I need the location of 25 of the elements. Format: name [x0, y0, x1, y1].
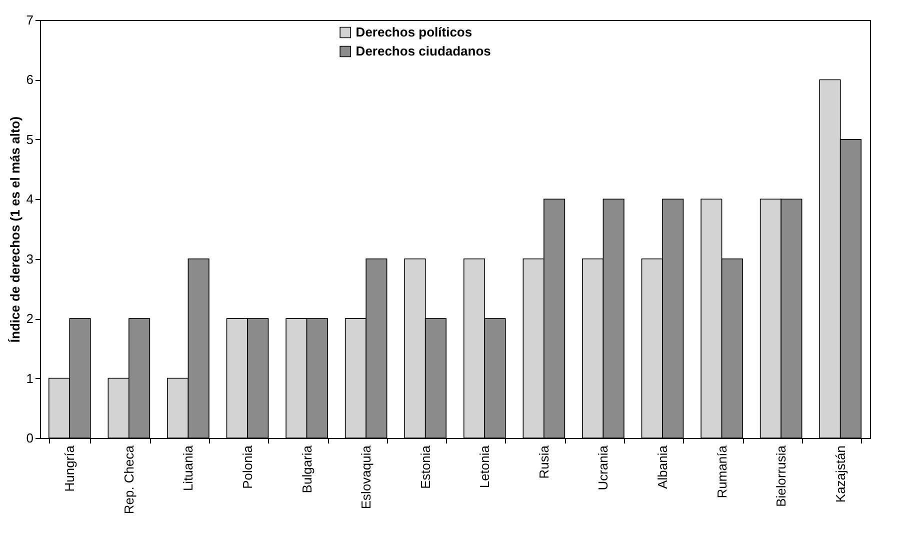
y-tick-label: 4 — [26, 192, 34, 207]
x-tick-label: Rusia — [536, 444, 552, 479]
legend-label: Derechos ciudadanos — [356, 44, 491, 58]
x-tick-label: Letonia — [477, 444, 492, 488]
x-tick-label: Rep. Checa — [121, 444, 136, 514]
y-tick-label: 1 — [26, 370, 34, 386]
y-tick-label: 7 — [26, 12, 34, 28]
x-tick-label: Ucrania — [596, 444, 611, 490]
x-tick-label: Lituania — [180, 444, 196, 492]
x-tick-label: Polonia — [240, 444, 255, 489]
y-tick-label: 3 — [26, 251, 34, 266]
x-tick-label: Rumanía — [714, 444, 730, 498]
x-tick-label: Hungría — [62, 444, 78, 492]
x-tick-label: Eslovaquia — [358, 444, 374, 510]
y-tick-label: 6 — [26, 72, 34, 88]
x-tick-label: Albania — [655, 444, 670, 489]
x-tick-label: Bielorrusia — [774, 444, 789, 507]
x-tick-label: Kazajstán — [832, 446, 848, 503]
x-tick-label: Bulgaria — [299, 444, 314, 494]
legend-label: Derechos políticos — [356, 24, 472, 40]
y-tick-label: 5 — [26, 132, 34, 147]
y-axis-title: Índice de derechos (1 es el más alto) — [7, 116, 22, 343]
y-tick-label: 2 — [26, 311, 34, 326]
y-tick-label: 0 — [26, 430, 34, 446]
x-tick-label: Estonia — [418, 444, 433, 489]
